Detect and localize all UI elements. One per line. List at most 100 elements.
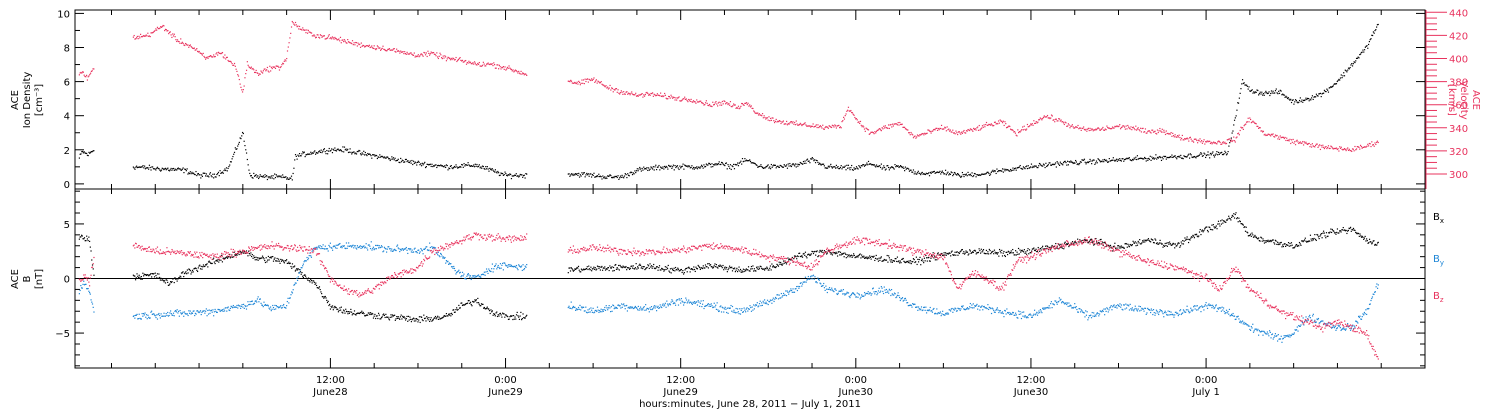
- bx-point: [1343, 229, 1345, 231]
- density-point: [773, 164, 775, 166]
- density-point: [768, 167, 770, 169]
- density-point: [297, 154, 299, 156]
- velocity-point: [1332, 148, 1334, 150]
- bx-point: [1022, 250, 1024, 252]
- bx-point: [743, 270, 745, 273]
- bx-point: [744, 269, 746, 271]
- density-point: [1153, 158, 1155, 160]
- density-point: [764, 167, 766, 169]
- bx-point: [1101, 243, 1103, 245]
- bx-point: [717, 267, 719, 269]
- density-point: [753, 162, 756, 164]
- bx-point: [633, 268, 635, 270]
- bx-point: [1201, 229, 1204, 231]
- density-point: [139, 166, 141, 168]
- density-point: [228, 165, 230, 168]
- density-point: [189, 171, 191, 173]
- velocity-point: [712, 104, 715, 106]
- bx-point: [1025, 251, 1027, 253]
- density-point: [712, 166, 714, 168]
- density-point: [439, 165, 441, 167]
- bx-point: [1351, 228, 1353, 231]
- bx-point: [1015, 250, 1017, 252]
- velocity-point: [1327, 146, 1329, 149]
- velocity-point: [445, 60, 448, 62]
- density-point: [491, 168, 493, 170]
- density-point: [312, 152, 314, 154]
- bx-point: [93, 274, 95, 276]
- velocity-point: [1156, 133, 1158, 135]
- velocity-point: [869, 132, 871, 135]
- density-point: [307, 153, 309, 155]
- velocity-point: [461, 59, 464, 61]
- velocity-point: [787, 122, 789, 125]
- velocity-point: [1148, 130, 1151, 132]
- density-point: [226, 170, 228, 172]
- density-point: [1321, 93, 1323, 95]
- velocity-point: [975, 129, 977, 131]
- density-point: [683, 168, 685, 170]
- bx-point: [1190, 236, 1193, 238]
- density-point: [1155, 154, 1157, 156]
- bx-point: [187, 272, 189, 274]
- velocity-point: [352, 44, 354, 46]
- density-point: [783, 164, 785, 166]
- velocity-point: [441, 57, 443, 59]
- velocity-point: [1325, 145, 1327, 148]
- velocity-point: [254, 71, 256, 74]
- velocity-point: [1354, 145, 1356, 148]
- density-point: [173, 169, 175, 172]
- density-point: [1222, 153, 1224, 156]
- velocity-point: [913, 135, 915, 138]
- velocity-tick-label: 420: [1449, 31, 1468, 42]
- density-point: [1359, 54, 1361, 56]
- density-point: [1335, 83, 1338, 85]
- density-point: [620, 176, 622, 179]
- bx-point: [715, 264, 718, 266]
- velocity-point: [798, 124, 801, 126]
- bx-point: [1098, 242, 1101, 244]
- bx-point: [1274, 243, 1276, 245]
- bx-point: [313, 280, 315, 282]
- density-point: [735, 164, 737, 166]
- density-point: [205, 173, 208, 175]
- velocity-point: [424, 54, 427, 56]
- velocity-point: [597, 80, 599, 82]
- bx-point: [472, 300, 474, 303]
- bx-point: [1193, 235, 1195, 237]
- density-point: [1273, 92, 1275, 94]
- density-point: [790, 165, 792, 167]
- density-point: [1278, 90, 1280, 92]
- top-x-ticks: [110, 10, 1382, 189]
- velocity-point: [614, 89, 616, 91]
- bx-point: [1040, 249, 1042, 251]
- bx-point: [858, 254, 860, 257]
- velocity-point: [1274, 136, 1276, 138]
- density-point: [1149, 155, 1151, 157]
- density-point: [1302, 101, 1304, 103]
- velocity-point: [860, 124, 862, 126]
- density-point: [351, 152, 354, 154]
- density-point: [1209, 157, 1211, 159]
- bx-point: [493, 313, 495, 315]
- velocity-point: [757, 114, 760, 116]
- velocity-point: [1075, 126, 1078, 128]
- velocity-point: [447, 56, 449, 58]
- density-point: [291, 179, 293, 181]
- velocity-point: [1015, 134, 1017, 136]
- bx-point: [1278, 242, 1280, 244]
- density-point: [1058, 163, 1060, 165]
- bx-point: [873, 255, 875, 257]
- density-point: [608, 175, 610, 177]
- velocity-point: [1022, 129, 1025, 131]
- velocity-point: [974, 128, 976, 130]
- velocity-point: [598, 81, 600, 83]
- density-axis-label-line2: Ion Density: [22, 72, 33, 129]
- velocity-point: [1331, 147, 1334, 149]
- velocity-point: [734, 104, 736, 106]
- velocity-point: [459, 56, 461, 59]
- bx-point: [727, 269, 729, 271]
- bx-point: [445, 315, 447, 317]
- velocity-point: [743, 104, 745, 106]
- velocity-point: [378, 47, 380, 49]
